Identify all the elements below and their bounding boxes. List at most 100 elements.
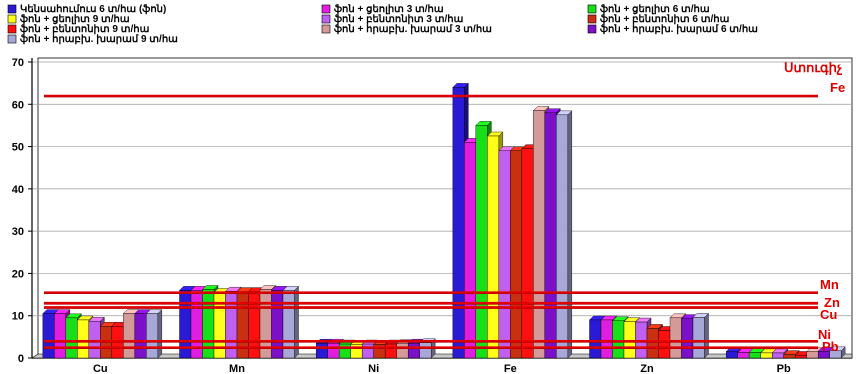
bar — [829, 346, 846, 359]
bar-front — [737, 352, 750, 359]
bar-front — [589, 319, 602, 359]
bar-front — [533, 110, 546, 359]
x-tick-label: Zn — [640, 363, 654, 374]
bar-front — [475, 125, 488, 359]
legend-label: ֆոն + բենտոնիտ 3 տ/հա — [334, 13, 464, 25]
bar-front — [42, 313, 55, 359]
legend-label: ֆոն + ցեոլիտ 9 տ/հա — [20, 13, 130, 25]
bar-front — [692, 317, 705, 359]
bar-front — [315, 343, 328, 359]
y-tick-label: 70 — [12, 57, 24, 69]
legend-item: ֆոն + բենտոնիտ 3 տ/հա — [321, 13, 464, 25]
bar-front — [134, 313, 147, 359]
legend-item: Կենսահումուս 6 տ/հա (ֆոն) — [7, 3, 166, 15]
legend-label: ֆոն + հրաբխ. խարամ 6 տ/հա — [600, 23, 758, 35]
legend-label: ֆոն + ցեոլիտ 3 տ/հա — [334, 3, 444, 15]
y-tick-label: 50 — [12, 142, 24, 154]
bar-side — [157, 309, 163, 359]
legend-item: ֆոն + բենտոնիտ 6 տ/հա — [587, 13, 730, 25]
bar — [692, 312, 709, 359]
legend-label: ֆոն + հրաբխ. խարամ 3 տ/հա — [334, 23, 492, 35]
bar-front — [612, 320, 625, 359]
legend-label: ֆոն + հրաբխ. խարամ 9 տ/հա — [20, 33, 178, 45]
legend-item: ֆոն + հրաբխ. խարամ 3 տ/հա — [321, 23, 492, 35]
legend-item: ֆոն + բենտոնիտ 9 տ/հա — [7, 23, 150, 35]
bar-front — [282, 290, 295, 359]
y-tick-label: 0 — [18, 353, 24, 365]
bar-front — [65, 317, 78, 359]
bar-front — [498, 150, 511, 359]
legend-swatch — [7, 4, 17, 14]
x-tick-label: Pb — [777, 363, 791, 374]
bar-front — [544, 112, 557, 359]
bar-front — [521, 148, 534, 359]
bar-front — [419, 342, 432, 359]
x-tick-label: Cu — [93, 363, 108, 374]
y-tick-label: 60 — [12, 99, 24, 111]
bar-front — [510, 150, 523, 359]
bar-front — [794, 355, 807, 359]
reference-label: Fe — [830, 80, 845, 95]
bar-front — [658, 330, 671, 359]
bar-front — [396, 343, 409, 359]
legend-swatch — [587, 4, 597, 14]
legend-swatch — [587, 14, 597, 24]
bar-front — [487, 135, 500, 359]
legend-swatch — [321, 4, 331, 14]
legend-swatch — [7, 14, 17, 24]
bar-front — [88, 321, 101, 359]
legend-swatch — [321, 24, 331, 34]
reference-label: Cu — [820, 307, 837, 322]
bar-side — [567, 110, 573, 359]
bar-front — [54, 313, 67, 359]
bar — [145, 309, 163, 359]
x-tick-label: Ni — [368, 363, 379, 374]
y-tick-label: 40 — [12, 184, 24, 196]
y-tick-label: 30 — [12, 226, 24, 238]
bar-side — [704, 312, 709, 359]
bar-front — [760, 352, 773, 359]
y-tick-label: 10 — [12, 311, 24, 323]
legend-swatch — [7, 34, 17, 44]
bar-front — [829, 350, 842, 359]
bar-front — [452, 87, 465, 359]
legend-label: Կենսահումուս 6 տ/հա (ֆոն) — [20, 3, 166, 15]
bar-front — [748, 352, 761, 359]
bar — [555, 110, 573, 359]
legend-label: ֆոն + բենտոնիտ 9 տ/հա — [20, 23, 150, 35]
bar-front — [806, 351, 819, 359]
bar-front — [556, 114, 569, 359]
bar-front — [384, 343, 397, 359]
legend-swatch — [321, 14, 331, 24]
bar-front — [681, 318, 694, 359]
legend-item: ֆոն + հրաբխ. խարամ 6 տ/հա — [587, 23, 758, 35]
reference-title: Ստուգիչ — [784, 60, 843, 75]
bar-front — [669, 317, 682, 359]
reference-label: Ni — [818, 327, 831, 342]
y-tick-label: 20 — [12, 268, 24, 280]
bar-front — [783, 354, 796, 359]
bar-front — [771, 352, 784, 359]
reference-label: Mn — [820, 277, 839, 292]
x-tick-label: Fe — [504, 363, 517, 374]
legend-item: ֆոն + ցեոլիտ 3 տ/հա — [321, 3, 444, 15]
reference-label: Pb — [822, 339, 839, 354]
legend-label: ֆոն + ցեոլիտ 6 տ/հա — [600, 3, 710, 15]
bar-front — [646, 328, 659, 359]
legend-item: ֆոն + հրաբխ. խարամ 9 տ/հա — [7, 33, 178, 45]
bar-front — [361, 343, 374, 359]
reference-label: Zn — [824, 295, 840, 310]
bar-front — [600, 319, 613, 359]
legend-item: ֆոն + ցեոլիտ 6 տ/հա — [587, 3, 710, 15]
bar-front — [327, 343, 340, 359]
bar-front — [77, 319, 90, 359]
bar-front — [123, 313, 136, 359]
bar-front — [623, 321, 636, 359]
bar-front — [338, 343, 351, 359]
legend: Կենսահումուս 6 տ/հա (ֆոն) ֆոն + ցեոլիտ 3 … — [7, 3, 758, 45]
bar-front — [464, 142, 477, 359]
bar-front — [725, 351, 738, 359]
legend-swatch — [7, 24, 17, 34]
legend-swatch — [587, 24, 597, 34]
